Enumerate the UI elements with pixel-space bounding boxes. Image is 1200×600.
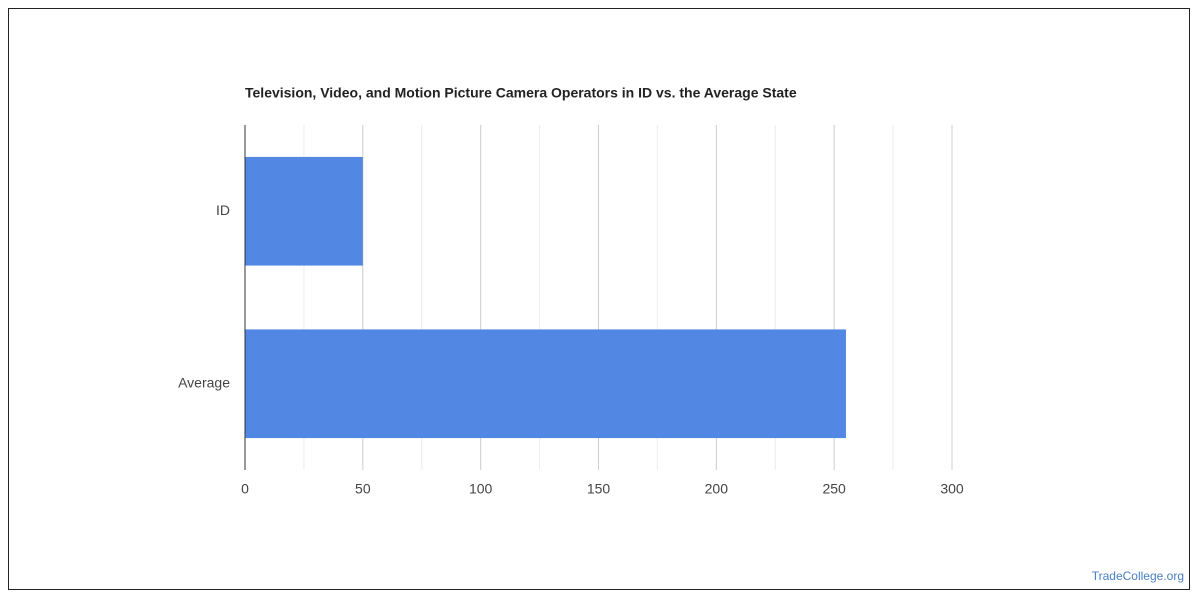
- y-tick-label: Average: [178, 374, 230, 390]
- y-tick-label: ID: [216, 202, 230, 218]
- chart-title: Television, Video, and Motion Picture Ca…: [245, 85, 797, 101]
- x-tick-label: 200: [705, 481, 729, 497]
- x-tick-label: 50: [355, 481, 371, 497]
- watermark: TradeCollege.org: [1092, 569, 1184, 583]
- x-tick-label: 150: [587, 481, 611, 497]
- bar: [245, 156, 363, 266]
- x-tick-label: 100: [469, 481, 493, 497]
- bar: [245, 329, 846, 439]
- x-tick-label: 300: [940, 481, 964, 497]
- x-tick-label: 0: [241, 481, 249, 497]
- x-tick-label: 250: [822, 481, 846, 497]
